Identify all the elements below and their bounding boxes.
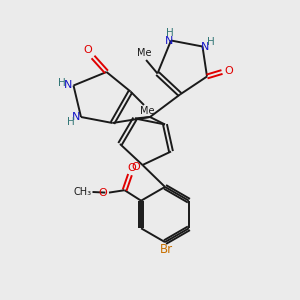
- Text: O: O: [127, 163, 136, 173]
- Text: Br: Br: [160, 243, 173, 256]
- Text: N: N: [201, 41, 209, 52]
- Text: N: N: [71, 112, 80, 122]
- Text: O: O: [98, 188, 107, 198]
- Text: H: H: [166, 28, 173, 38]
- Text: O: O: [224, 65, 233, 76]
- Text: Me: Me: [140, 106, 155, 116]
- Text: Me: Me: [137, 48, 152, 59]
- Text: N: N: [164, 35, 173, 46]
- Text: O: O: [83, 45, 92, 56]
- Text: H: H: [58, 77, 66, 88]
- Text: CH₃: CH₃: [74, 187, 92, 197]
- Text: H: H: [207, 37, 215, 47]
- Text: H: H: [67, 117, 74, 128]
- Text: O: O: [131, 161, 140, 172]
- Text: N: N: [64, 80, 72, 91]
